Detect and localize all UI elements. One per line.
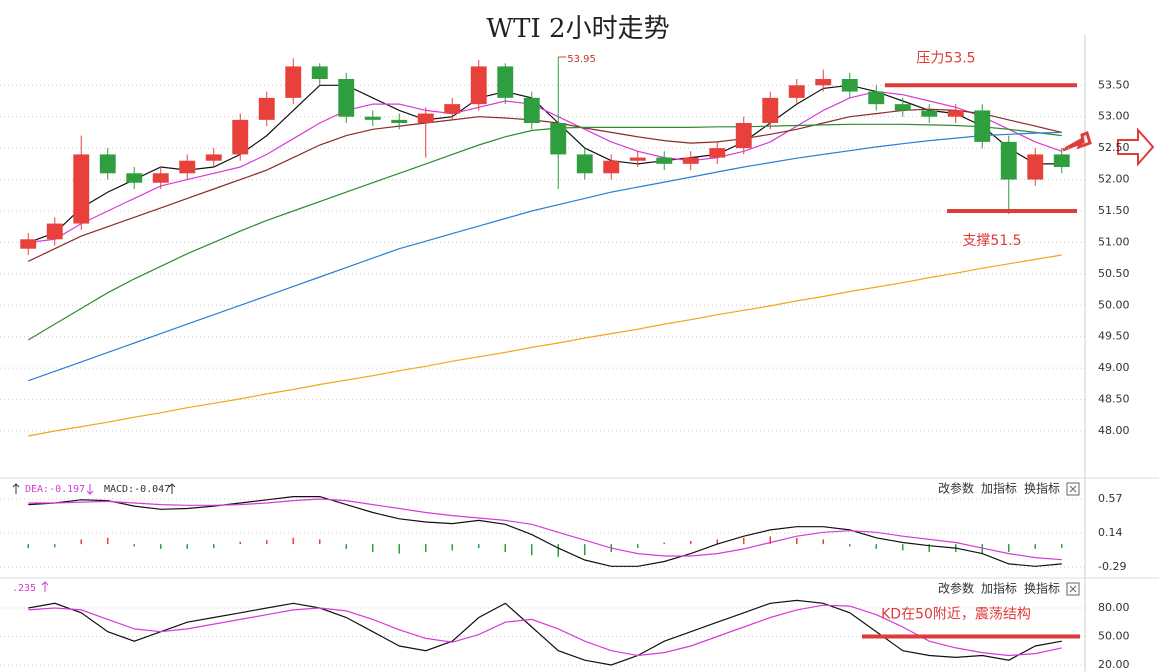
candle-body [947, 110, 964, 117]
toolbar-button[interactable]: 换指标 [1024, 481, 1060, 496]
candle-body [99, 154, 116, 174]
indicator-line [28, 599, 1062, 666]
candle-body [974, 110, 991, 142]
y-tick-label: 51.00 [1098, 235, 1130, 248]
candle-body [311, 66, 328, 79]
level-label: 支撑51.5 [962, 233, 1021, 249]
toolbar-button[interactable]: 换指标 [1024, 581, 1060, 596]
candle-body [815, 79, 832, 86]
candle-body [788, 85, 805, 98]
candle-body [735, 123, 752, 149]
candle-body [126, 173, 143, 183]
candle-body [629, 157, 646, 161]
y-tick-label: 20.00 [1098, 658, 1130, 671]
candle-body [391, 119, 408, 123]
level-label: 压力53.5 [916, 50, 975, 66]
indicator-line [28, 254, 1062, 437]
indicator-line [28, 496, 1062, 567]
candle-body [1053, 154, 1070, 167]
y-tick-label: 50.00 [1098, 298, 1130, 311]
candle-body [205, 154, 222, 161]
candle-body [46, 223, 63, 240]
candle-body [1000, 141, 1017, 180]
chart-title: WTI 2小时走势 [486, 14, 669, 44]
y-tick-label: 50.00 [1098, 629, 1130, 642]
arrow-icon [1062, 130, 1092, 152]
y-tick-label: 48.50 [1098, 393, 1130, 406]
indicator-line [28, 498, 1062, 561]
arrow-icon [1117, 127, 1155, 167]
candle-body [444, 104, 461, 114]
candle-body [921, 110, 938, 117]
y-tick-label: 49.00 [1098, 361, 1130, 374]
candle-body [576, 154, 593, 174]
candle-body [868, 91, 885, 105]
toolbar-button[interactable]: 改参数 [938, 581, 974, 596]
candle-body [762, 97, 779, 123]
indicator-value: MACD:-0.047 [104, 484, 170, 495]
indicator-line [28, 131, 1062, 382]
indicator-line [28, 108, 1062, 262]
close-icon [1069, 585, 1077, 593]
y-tick-label: 48.00 [1098, 424, 1130, 437]
arrow-icon [12, 483, 20, 494]
candle-body [232, 119, 249, 155]
candle-body [550, 123, 567, 155]
candle-body [364, 116, 381, 120]
indicator-line [28, 90, 1063, 243]
candle-body [417, 113, 434, 123]
candle-body [152, 173, 169, 183]
level-label: KD在50附近，震荡结构 [881, 606, 1031, 622]
y-tick-label: 53.00 [1098, 110, 1130, 123]
y-tick-label: 80.00 [1098, 601, 1130, 614]
y-tick-label: 0.14 [1098, 526, 1123, 539]
y-tick-label: 49.50 [1098, 330, 1130, 343]
candle-body [497, 66, 514, 98]
close-button[interactable] [1066, 582, 1080, 596]
indicator-value: .235 [12, 583, 36, 594]
indicator-line [28, 604, 1062, 657]
candle-body [603, 160, 620, 174]
y-tick-label: 52.00 [1098, 173, 1130, 186]
candle-body [20, 239, 37, 249]
arrow-icon [41, 581, 49, 592]
peak-label: 53.95 [567, 54, 596, 65]
arrow-icon [86, 484, 94, 495]
candle-body [338, 79, 355, 117]
y-tick-label: 0.57 [1098, 492, 1123, 505]
candle-body [179, 160, 196, 174]
y-tick-label: 52.50 [1098, 141, 1130, 154]
candle-body [285, 66, 302, 98]
candle-body [894, 104, 911, 111]
candle-body [656, 157, 673, 164]
candle-body [73, 154, 90, 224]
candle-body [258, 97, 275, 120]
y-tick-label: 53.50 [1098, 78, 1130, 91]
toolbar-button[interactable]: 改参数 [938, 481, 974, 496]
arrow-icon [168, 483, 176, 494]
toolbar-button[interactable]: 加指标 [981, 581, 1017, 596]
candle-body [523, 97, 540, 123]
y-tick-label: 50.50 [1098, 267, 1130, 280]
candle-body [682, 157, 699, 164]
candle-body [470, 66, 487, 105]
y-tick-label: 51.50 [1098, 204, 1130, 217]
toolbar-button[interactable]: 加指标 [981, 481, 1017, 496]
candle-body [841, 79, 858, 92]
close-icon [1069, 485, 1077, 493]
candle-body [1027, 154, 1044, 180]
y-tick-label: -0.29 [1098, 560, 1126, 573]
close-button[interactable] [1066, 482, 1080, 496]
indicator-line [27, 123, 1062, 341]
indicator-value: DEA:-0.197 [25, 484, 85, 495]
candle-body [709, 148, 726, 158]
